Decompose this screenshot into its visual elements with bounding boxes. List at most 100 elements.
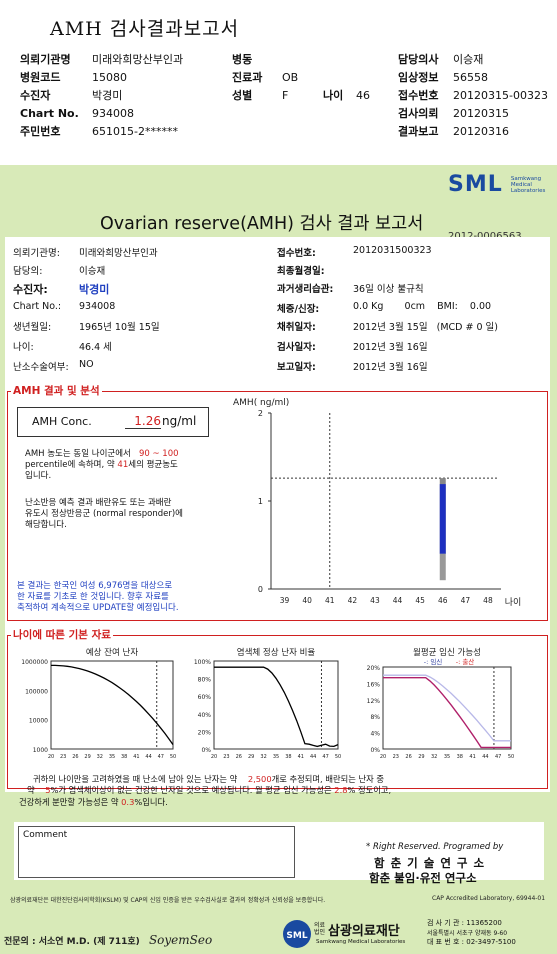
header-label: 나이 (323, 89, 344, 102)
header-label: 성별 (232, 89, 253, 102)
mini-y-tick: 4% (370, 731, 380, 738)
amh-conc-box: AMH Conc. 1.26 ng/ml (17, 407, 209, 437)
mini-x-tick: 26 (236, 754, 242, 760)
mini-y-tick: 100000 (25, 688, 48, 695)
mini-x-tick: 35 (444, 754, 450, 760)
s1: 귀하의 나이만을 고려하였을 때 난소에 남아 있는 난자는 약 (33, 774, 238, 784)
header-value: 미래와희망산부인과 (92, 53, 184, 66)
patient-info-value: 미래와희망산부인과 (79, 248, 158, 259)
header-label: 결과보고 (398, 125, 439, 138)
header-value: 20120316 (453, 125, 509, 138)
sml-logo-text: SML (448, 172, 503, 197)
s2: 약 (27, 785, 35, 795)
sample-info-value: 2012년 3월 16일 (353, 342, 428, 353)
remaining-eggs-curve (51, 664, 174, 745)
patient-info-value: 이승재 (79, 266, 106, 277)
amh-age-chart: AMH( ng/ml) 0 1 2 39 40 41 42 43 44 45 46 47 48 나이 (227, 393, 545, 615)
mini-x-tick: 32 (97, 754, 103, 760)
p3-2: 한 자료를 기초로 한 것입니다. 향후 자료를 (17, 592, 169, 602)
rights-text: * Right Reserved. Programed by (366, 842, 504, 852)
header-row: 수진자 박경미 성별 F 나이 46 접수번호 20120315-00323 (0, 88, 557, 104)
header-value: 이승재 (453, 53, 484, 66)
patient-info-value: 1965년 10월 15일 (79, 322, 160, 333)
mini-x-tick: 20 (211, 754, 217, 760)
mini-y-tick: 20% (367, 665, 381, 672)
sample-info-value: 2012031500323 (353, 245, 432, 256)
mini-x-tick: 29 (248, 754, 254, 760)
order-header: AMH 검사결과보고서 의뢰기관명 미래와희망산부인과 병동 담당의사 이승재 병원코드 1… (0, 0, 557, 160)
sample-info-value: 2012년 3월 15일 (MCD # 0 일) (353, 322, 498, 333)
header-row: 주민번호 651015-2****** 결과보고 20120316 (0, 124, 557, 140)
sml-logo: SML Samkwang Medical Laboratories (448, 172, 545, 197)
svg-text:SML: SML (286, 931, 307, 941)
header-value: 56558 (453, 71, 488, 84)
basic-summary: 귀하의 나이만을 고려하였을 때 난소에 남아 있는 난자는 약 2,500개로… (19, 773, 544, 785)
range-bar-blue (439, 484, 446, 554)
summary-line-3: 건강하게 분만할 가능성은 약 0.3%입니다. (19, 796, 544, 808)
mini-x-tick: 29 (418, 754, 424, 760)
cap-text: CAP Accredited Laboratory, 69944-01 (432, 895, 546, 902)
mini-x-tick: 20 (380, 754, 386, 760)
amh-section-title: AMH 결과 및 분석 (11, 383, 102, 398)
mini-x-tick: 38 (457, 754, 463, 760)
logo-sub-1: Samkwang (510, 176, 542, 182)
mini-y-tick: 10000 (29, 718, 48, 725)
mini-x-tick: 47 (158, 754, 164, 760)
p3-1: 본 결과는 한국인 여성 6,976명을 대상으로 (17, 581, 173, 591)
patient-info-value: NO (79, 359, 94, 370)
contact-2: 서울특별시 서초구 양재동 9-60 (427, 929, 508, 937)
mini-y-tick: 60% (198, 694, 212, 701)
mini-x-tick: 23 (60, 754, 66, 760)
mini-x-tick: 38 (121, 754, 127, 760)
pregnancy-chance-chart: 월평균 임신 가능성 20% 16% 12% 8% 4% 0%20 23 26 29 32 35 38 4… (355, 645, 525, 765)
header-value: 20120315 (453, 107, 509, 120)
sample-info-value: 0.0 Kg 0cm BMI: 0.00 (353, 301, 492, 312)
s3e: %입니다. (134, 797, 168, 807)
header-label: 의뢰기관명 (20, 53, 71, 66)
y-tick-label: 0 (258, 585, 263, 594)
x-tick-label: 43 (370, 596, 380, 605)
brand-block: SML 의료법인 삼광의료재단 Samkwang Medical Laborat… (282, 917, 422, 951)
legend-delivery: -: 출산 (456, 657, 475, 666)
patient-info-value: 박경미 (79, 283, 110, 296)
mini-x-tick: 50 (170, 754, 176, 760)
header-value: 20120315-00323 (453, 89, 548, 102)
sample-info-label: 검사일자: (277, 342, 316, 353)
sample-info-value: 2012년 3월 16일 (353, 362, 428, 373)
contact-1: 검 사 기 관 : 11365200 (427, 919, 502, 927)
header-label: 병원코드 (20, 71, 61, 84)
summary-line-2: 약 5%가 염색체이상이 없는 건강한 난자일 것으로 예상됩니다. 월 평균 … (19, 784, 544, 796)
header-row: 의뢰기관명 미래와희망산부인과 병동 담당의사 이승재 (0, 52, 557, 68)
pregnancy-curve (383, 674, 511, 742)
patient-info-label: 나이: (13, 342, 34, 353)
mini-x-tick: 35 (109, 754, 115, 760)
x-tick-label: 41 (325, 596, 335, 605)
basic-section (7, 635, 548, 789)
mini-x-tick: 44 (145, 754, 151, 760)
amh-section (7, 391, 548, 621)
sample-info-label: 체중/신장: (277, 304, 320, 315)
mini-y-tick: 1000 (33, 747, 48, 754)
mini-x-tick: 26 (72, 754, 78, 760)
header-label: 임상정보 (398, 71, 439, 84)
x-tick-label: 46 (438, 596, 448, 605)
equivalent-age: 41 (117, 460, 129, 470)
mini-x-tick: 20 (48, 754, 54, 760)
org-name-2: 함춘 불임·유전 연구소 (369, 871, 477, 885)
patient-info-label: Chart No.: (13, 301, 62, 312)
mini-x-tick: 44 (482, 754, 488, 760)
remaining-eggs-value: 2,500 (247, 774, 272, 784)
mini-x-tick: 47 (322, 754, 328, 760)
mini-frame (50, 660, 174, 750)
mini-title: 예상 잔여 난자 (86, 647, 139, 658)
mini-y-tick: 1000000 (21, 659, 48, 666)
pregnancy-percent: 2.8 (334, 785, 348, 795)
header-value: 934008 (92, 107, 134, 120)
normal-chromosome-chart: 염색체 정상 난자 비율 100% 80% 60% 40% 20% 0%20 23 26 29 32… (188, 645, 348, 765)
y-tick-label: 2 (258, 409, 263, 418)
sml-logo-sub: Samkwang Medical Laboratories (511, 176, 545, 194)
summary-line-1: 귀하의 나이만을 고려하였을 때 난소에 남아 있는 난자는 약 2,500개로… (19, 773, 544, 785)
mini-x-tick: 35 (273, 754, 279, 760)
doctor-name: 전문의 : 서소연 M.D. (제 711호) (4, 937, 140, 947)
